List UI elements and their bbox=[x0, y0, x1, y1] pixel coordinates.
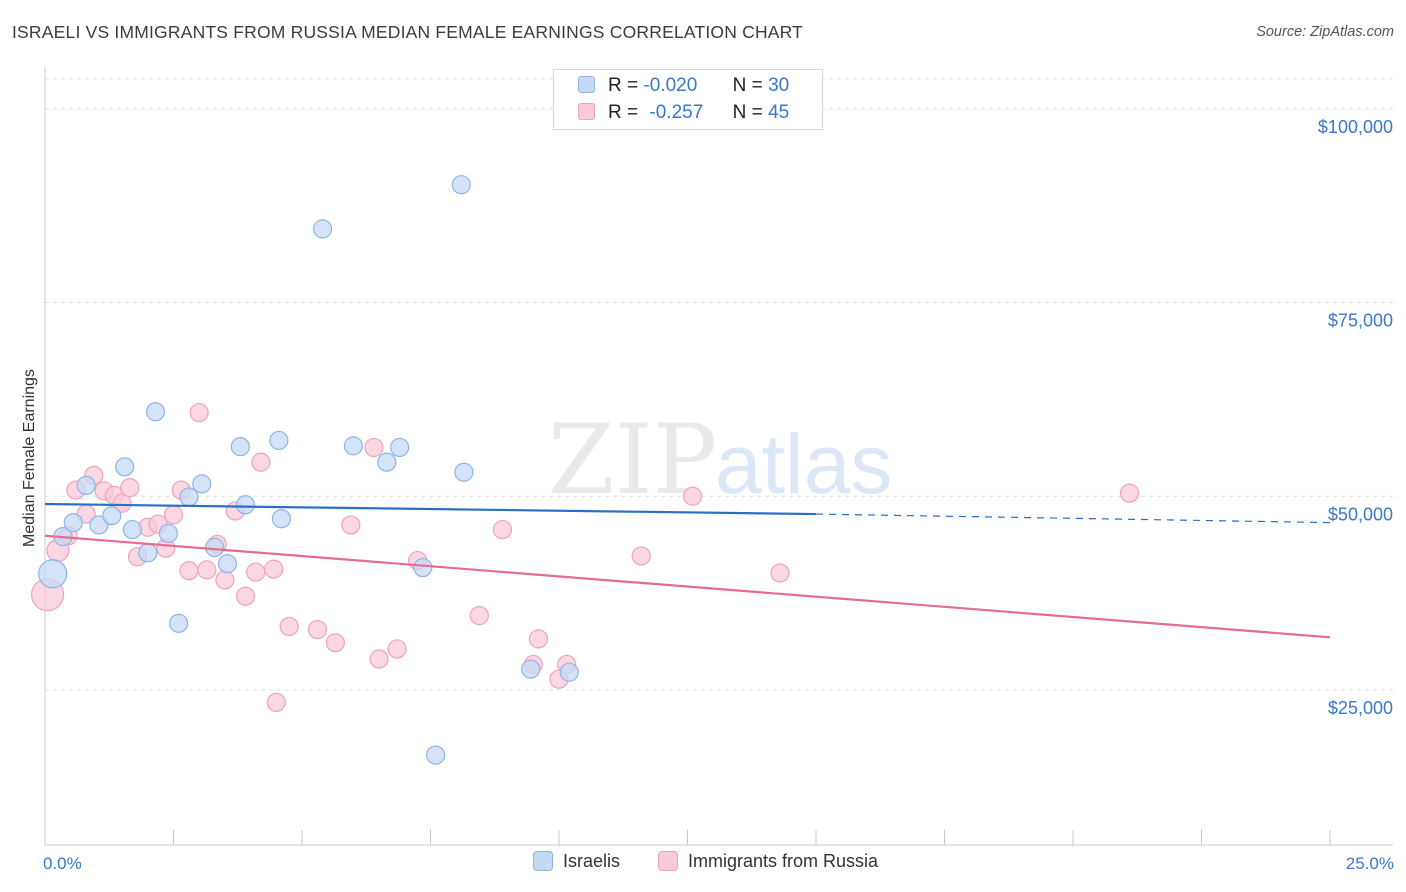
israelis-point bbox=[138, 543, 158, 563]
russia-point bbox=[251, 452, 271, 472]
n-label: N = bbox=[732, 102, 763, 123]
russia-point bbox=[215, 570, 235, 590]
r-label: R = bbox=[608, 102, 639, 123]
russia-point bbox=[492, 519, 513, 540]
russia-swatch bbox=[578, 103, 595, 120]
russia-point bbox=[325, 633, 346, 653]
israelis-point bbox=[271, 509, 292, 529]
r-value: -0.257 bbox=[649, 102, 704, 123]
israelis-point bbox=[343, 436, 363, 456]
israelis-point bbox=[38, 559, 68, 589]
legend-row-russia: R = -0.257 N = 45 bbox=[578, 102, 789, 126]
russia-point bbox=[770, 563, 790, 583]
n-label: N = bbox=[732, 75, 763, 96]
russia-point bbox=[341, 515, 361, 535]
russia-legend-label: Immigrants from Russia bbox=[688, 851, 879, 871]
r-label: R = bbox=[608, 75, 639, 96]
correlation-legend: R = -0.020 N = 30 R = -0.257 N = 45 bbox=[553, 69, 823, 130]
chart-title: ISRAELI VS IMMIGRANTS FROM RUSSIA MEDIAN… bbox=[12, 22, 804, 42]
russia-point bbox=[387, 639, 407, 659]
russia-point bbox=[264, 559, 284, 579]
russia-point bbox=[163, 505, 184, 525]
russia-legend-swatch bbox=[658, 851, 678, 871]
russia-point bbox=[369, 649, 389, 669]
russia-point bbox=[120, 478, 140, 498]
y-tick-labels: $25,000 $50,000 $75,000 $100,000 bbox=[1318, 117, 1393, 718]
israelis-point bbox=[377, 452, 397, 472]
source-note: Source: ZipAtlas.com bbox=[1256, 24, 1394, 40]
israelis-point bbox=[122, 519, 142, 540]
n-value: 30 bbox=[768, 75, 790, 96]
axes bbox=[44, 67, 1393, 846]
israelis-legend-swatch bbox=[533, 851, 553, 871]
y-tick-label: $50,000 bbox=[1328, 504, 1393, 524]
israelis-point bbox=[158, 523, 178, 544]
israelis-point bbox=[235, 495, 256, 515]
israelis-point bbox=[312, 219, 333, 239]
israelis-point bbox=[115, 457, 135, 477]
israelis-point bbox=[76, 475, 96, 495]
watermark-atlas: atlas bbox=[715, 417, 892, 511]
russia-point bbox=[364, 437, 384, 458]
israelis-point bbox=[145, 402, 166, 422]
y-tick-label: $25,000 bbox=[1328, 698, 1393, 718]
russia-point bbox=[266, 692, 286, 713]
israelis-point bbox=[521, 659, 541, 679]
israelis-point bbox=[102, 506, 122, 526]
legend-item-israelis: Israelis bbox=[533, 851, 620, 872]
y-tick-label: $75,000 bbox=[1328, 311, 1393, 331]
legend-item-russia: Immigrants from Russia bbox=[658, 851, 878, 872]
israelis-trend-extension bbox=[815, 513, 1331, 524]
russia-point bbox=[683, 486, 703, 506]
israelis-point bbox=[413, 557, 433, 578]
israelis-trend-line bbox=[44, 502, 817, 516]
israelis-point bbox=[559, 662, 579, 682]
russia-point bbox=[112, 493, 132, 513]
russia-point bbox=[235, 586, 256, 606]
russia-point bbox=[528, 629, 549, 649]
russia-point bbox=[189, 402, 209, 423]
russia-point bbox=[179, 561, 199, 581]
israelis-point bbox=[454, 462, 474, 482]
y-tick-label: $100,000 bbox=[1318, 117, 1393, 137]
russia-point bbox=[1119, 483, 1140, 503]
r-value: -0.020 bbox=[643, 75, 698, 96]
israelis-point bbox=[230, 437, 250, 457]
watermark: ZIP atlas bbox=[548, 404, 892, 516]
israelis-point bbox=[217, 554, 238, 574]
russia-point bbox=[469, 605, 489, 626]
israelis-point bbox=[269, 430, 289, 451]
russia-point bbox=[246, 562, 266, 582]
russia-point bbox=[631, 546, 651, 566]
x-tick-label-min: 0.0% bbox=[43, 854, 82, 873]
russia-point bbox=[279, 616, 299, 637]
russia-point bbox=[307, 619, 328, 640]
russia-point bbox=[197, 560, 217, 580]
israelis-point bbox=[89, 515, 109, 535]
israelis-point bbox=[451, 175, 471, 195]
israelis-point bbox=[390, 437, 410, 458]
israelis-point bbox=[205, 537, 225, 558]
n-value: 45 bbox=[768, 102, 790, 123]
y-axis-label: Median Female Earnings bbox=[21, 369, 38, 547]
israelis-point bbox=[63, 512, 83, 533]
israelis-legend-label: Israelis bbox=[563, 851, 621, 871]
russia-trend-line bbox=[44, 534, 1331, 639]
israelis-swatch bbox=[578, 76, 595, 93]
x-tick-label-max: 25.0% bbox=[1346, 854, 1394, 873]
trend-lines bbox=[44, 502, 1331, 639]
israelis-point bbox=[192, 474, 212, 494]
series-israelis bbox=[38, 175, 579, 765]
israelis-point bbox=[426, 745, 446, 765]
legend-row-israelis: R = -0.020 N = 30 bbox=[578, 75, 789, 99]
israelis-point bbox=[169, 613, 189, 633]
